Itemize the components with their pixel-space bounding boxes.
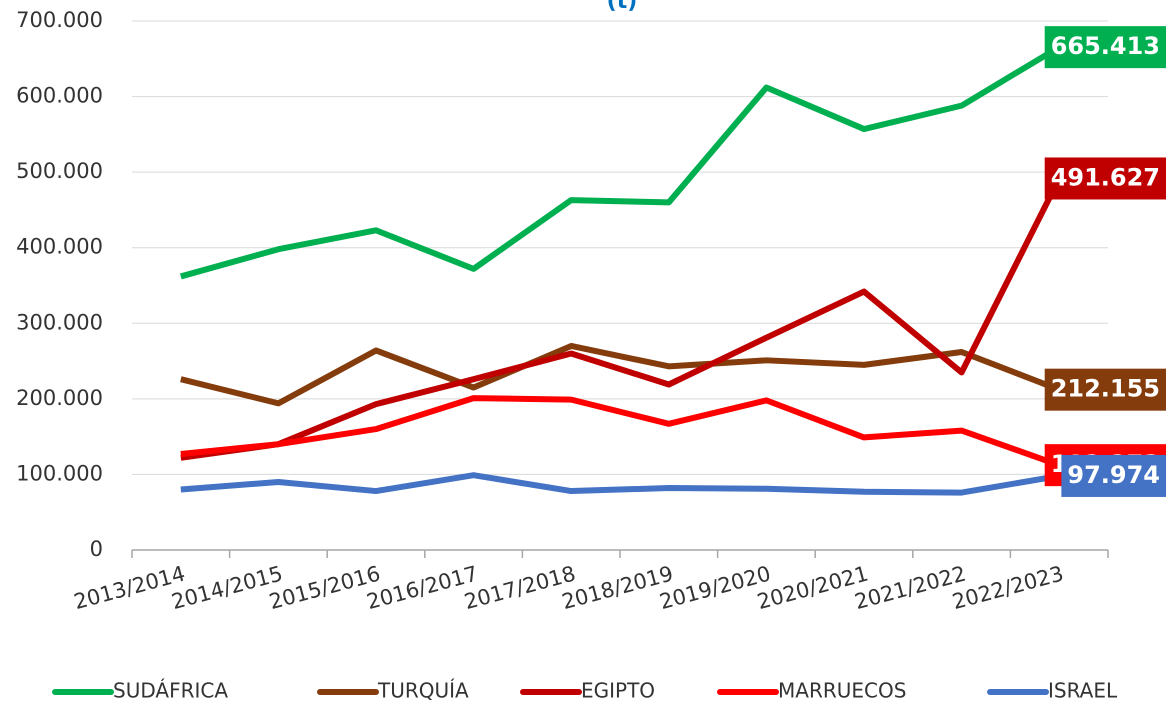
x-tick-label: 2022/2023 <box>950 561 1066 614</box>
data-label-box <box>1044 157 1166 200</box>
data-label: 665.413 <box>1044 26 1166 69</box>
y-tick-label: 600.000 <box>16 84 103 108</box>
series-line <box>180 342 1061 407</box>
x-tick-label: 2016/2017 <box>364 561 480 614</box>
y-tick-label: 200.000 <box>16 386 103 410</box>
x-tick-label: 2017/2018 <box>462 561 578 614</box>
legend-label: TURQUÍA <box>377 679 469 703</box>
y-tick-label: 0 <box>90 537 103 561</box>
y-tick-label: 500.000 <box>16 159 103 183</box>
x-tick-label: 2018/2019 <box>559 561 675 614</box>
data-label: 97.974 <box>1061 454 1166 497</box>
x-tick-label: 2019/2020 <box>657 561 773 614</box>
y-tick-label: 700.000 <box>16 8 103 32</box>
series-line <box>180 177 1062 461</box>
series-line <box>180 395 1061 468</box>
y-tick-label: 400.000 <box>16 235 103 259</box>
y-tick-label: 100.000 <box>16 461 103 485</box>
x-tick-label: 2015/2016 <box>267 561 383 614</box>
data-label-text: 97.974 <box>1067 461 1160 489</box>
legend-label: ISRAEL <box>1048 679 1118 703</box>
data-label-box <box>1044 368 1166 411</box>
data-label-box <box>1061 454 1166 497</box>
data-label-text: 665.413 <box>1051 32 1160 60</box>
data-label-text: 491.627 <box>1051 163 1160 191</box>
legend-label: SUDÁFRICA <box>113 679 228 703</box>
legend-label: EGIPTO <box>581 679 655 703</box>
data-label: 491.627 <box>1044 157 1166 200</box>
x-tick-label: 2013/2014 <box>71 561 187 614</box>
series-line <box>179 44 1061 280</box>
x-tick-label: 2020/2021 <box>755 561 871 614</box>
data-label-text: 212.155 <box>1051 375 1160 403</box>
data-label-box <box>1044 26 1166 69</box>
y-tick-label: 300.000 <box>16 310 103 334</box>
x-tick-label: 2021/2022 <box>852 561 968 614</box>
data-label: 212.155 <box>1044 368 1166 411</box>
legend-label: MARRUECOS <box>778 679 906 703</box>
series-line <box>180 472 1060 496</box>
chart-title: (t) <box>607 0 638 14</box>
x-tick-label: 2014/2015 <box>169 561 285 614</box>
